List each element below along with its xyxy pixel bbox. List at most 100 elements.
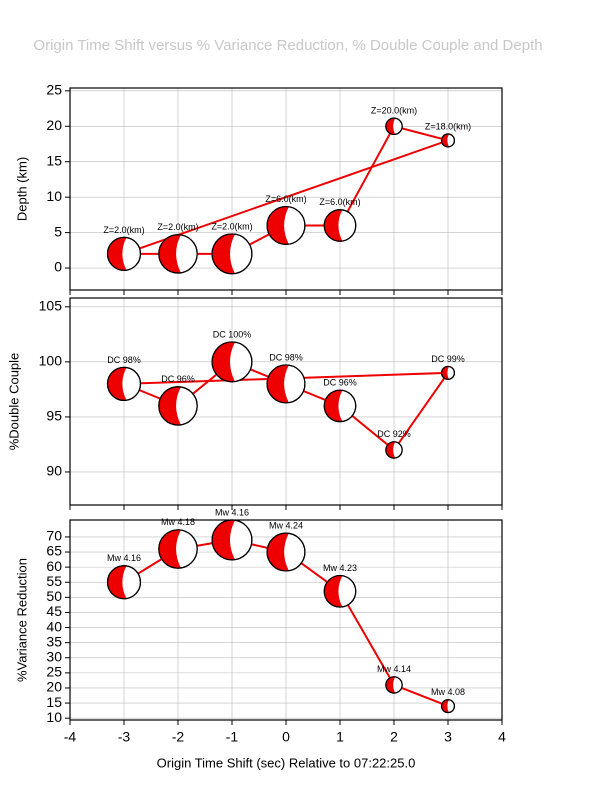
beachball-fill bbox=[267, 364, 289, 403]
y-tick-label: 15 bbox=[46, 694, 62, 710]
point-label: Z=6.0(km) bbox=[319, 197, 360, 207]
beachball-outline bbox=[106, 236, 142, 271]
y-axis-label: Depth (km) bbox=[14, 157, 29, 221]
point-label: Z=2.0(km) bbox=[157, 222, 198, 232]
beachball-fill bbox=[441, 699, 449, 713]
y-tick-label: 65 bbox=[46, 543, 62, 559]
beachball-fill bbox=[212, 520, 235, 560]
y-tick-label: 20 bbox=[46, 117, 62, 133]
beachball-outline bbox=[106, 366, 142, 401]
y-tick-label: 15 bbox=[46, 152, 62, 168]
point-label: DC 99% bbox=[431, 354, 465, 364]
beachball-fill bbox=[267, 206, 289, 245]
x-tick-label: 3 bbox=[444, 729, 452, 745]
x-tick-label: -3 bbox=[118, 729, 131, 745]
y-tick-label: 90 bbox=[46, 463, 62, 479]
point-label: Z=2.0(km) bbox=[211, 221, 252, 231]
point-label: Mw 4.14 bbox=[377, 664, 411, 674]
y-tick-label: 45 bbox=[46, 603, 62, 619]
point-label: Mw 4.16 bbox=[215, 507, 249, 517]
y-tick-label: 35 bbox=[46, 633, 62, 649]
beachball-fill bbox=[385, 118, 396, 135]
y-tick-label: 100 bbox=[39, 353, 63, 369]
beachball-outline bbox=[440, 365, 456, 380]
beachball-outline bbox=[211, 519, 253, 561]
point-label: DC 98% bbox=[269, 352, 303, 362]
y-tick-label: 105 bbox=[39, 298, 63, 314]
x-tick-label: -2 bbox=[172, 729, 185, 745]
beachball-outline bbox=[385, 117, 403, 136]
beachball-fill bbox=[212, 341, 235, 382]
x-tick-label: -4 bbox=[64, 729, 77, 745]
beachball-fill bbox=[324, 209, 343, 242]
x-tick-label: 1 bbox=[336, 729, 344, 745]
beachball-outline bbox=[211, 341, 253, 383]
beachball-outline bbox=[158, 529, 198, 569]
beachball-outline bbox=[266, 364, 306, 404]
beachball-outline bbox=[106, 565, 142, 600]
beachball-fill bbox=[324, 390, 343, 422]
point-label: Mw 4.16 bbox=[107, 553, 141, 563]
beachball-outline bbox=[266, 205, 306, 246]
point-label: DC 96% bbox=[323, 378, 357, 388]
beachball-fill bbox=[385, 676, 396, 694]
beachball-outline bbox=[158, 386, 198, 426]
x-tick-label: 4 bbox=[498, 729, 506, 745]
beachball-fill bbox=[385, 441, 396, 459]
beachball-outline bbox=[266, 532, 306, 572]
beachball-fill bbox=[107, 367, 127, 401]
beachball-outline bbox=[440, 133, 456, 148]
point-label: Z=2.0(km) bbox=[103, 225, 144, 235]
point-label: Mw 4.24 bbox=[269, 520, 303, 530]
beachball-fill bbox=[159, 386, 181, 426]
beachball-fill bbox=[441, 366, 449, 380]
y-axis-label: %Variance Reduction bbox=[14, 558, 29, 682]
y-tick-label: 40 bbox=[46, 618, 62, 634]
y-tick-label: 10 bbox=[46, 709, 62, 725]
y-axis-label: %Double Couple bbox=[6, 353, 21, 451]
point-label: DC 92% bbox=[377, 429, 411, 439]
point-label: DC 98% bbox=[107, 355, 141, 365]
y-tick-label: 55 bbox=[46, 573, 62, 589]
y-tick-label: 70 bbox=[46, 528, 62, 544]
beachball-fill bbox=[107, 237, 127, 271]
y-tick-label: 30 bbox=[46, 648, 62, 664]
beachball-fill bbox=[159, 234, 181, 274]
beachball-outline bbox=[385, 676, 403, 694]
beachball-fill bbox=[107, 565, 127, 599]
y-tick-label: 60 bbox=[46, 558, 62, 574]
x-tick-label: -1 bbox=[226, 729, 239, 745]
point-label: Z=6.0(km) bbox=[265, 194, 306, 204]
point-label: Mw 4.08 bbox=[431, 687, 465, 697]
beachball-fill bbox=[159, 529, 181, 569]
beachball-outline bbox=[323, 209, 357, 242]
beachball-outline bbox=[385, 441, 403, 459]
beachball-outline bbox=[440, 699, 456, 714]
point-label: DC 100% bbox=[213, 329, 252, 339]
beachball-outline bbox=[158, 234, 198, 274]
y-tick-label: 25 bbox=[46, 82, 62, 98]
beachball-fill bbox=[267, 533, 289, 571]
beachball-fill bbox=[324, 575, 343, 608]
y-tick-label: 20 bbox=[46, 679, 62, 695]
y-tick-label: 95 bbox=[46, 408, 62, 424]
beachball-outline bbox=[211, 233, 253, 275]
x-tick-label: 0 bbox=[282, 729, 290, 745]
y-tick-label: 50 bbox=[46, 588, 62, 604]
point-label: Mw 4.23 bbox=[323, 563, 357, 573]
y-tick-label: 5 bbox=[54, 223, 62, 239]
point-label: Mw 4.18 bbox=[161, 517, 195, 527]
point-label: Z=18.0(km) bbox=[425, 121, 471, 131]
chart-title: Origin Time Shift versus % Variance Redu… bbox=[33, 37, 542, 54]
beachball-outline bbox=[323, 389, 357, 423]
y-tick-label: 0 bbox=[54, 259, 62, 275]
x-tick-label: 2 bbox=[390, 729, 398, 745]
y-tick-label: 10 bbox=[46, 188, 62, 204]
beachball-outline bbox=[323, 574, 357, 608]
point-label: Z=20.0(km) bbox=[371, 106, 417, 116]
point-label: DC 96% bbox=[161, 374, 195, 384]
y-tick-label: 25 bbox=[46, 664, 62, 680]
beachball-fill bbox=[441, 134, 449, 147]
x-axis-label: Origin Time Shift (sec) Relative to 07:2… bbox=[157, 755, 416, 770]
